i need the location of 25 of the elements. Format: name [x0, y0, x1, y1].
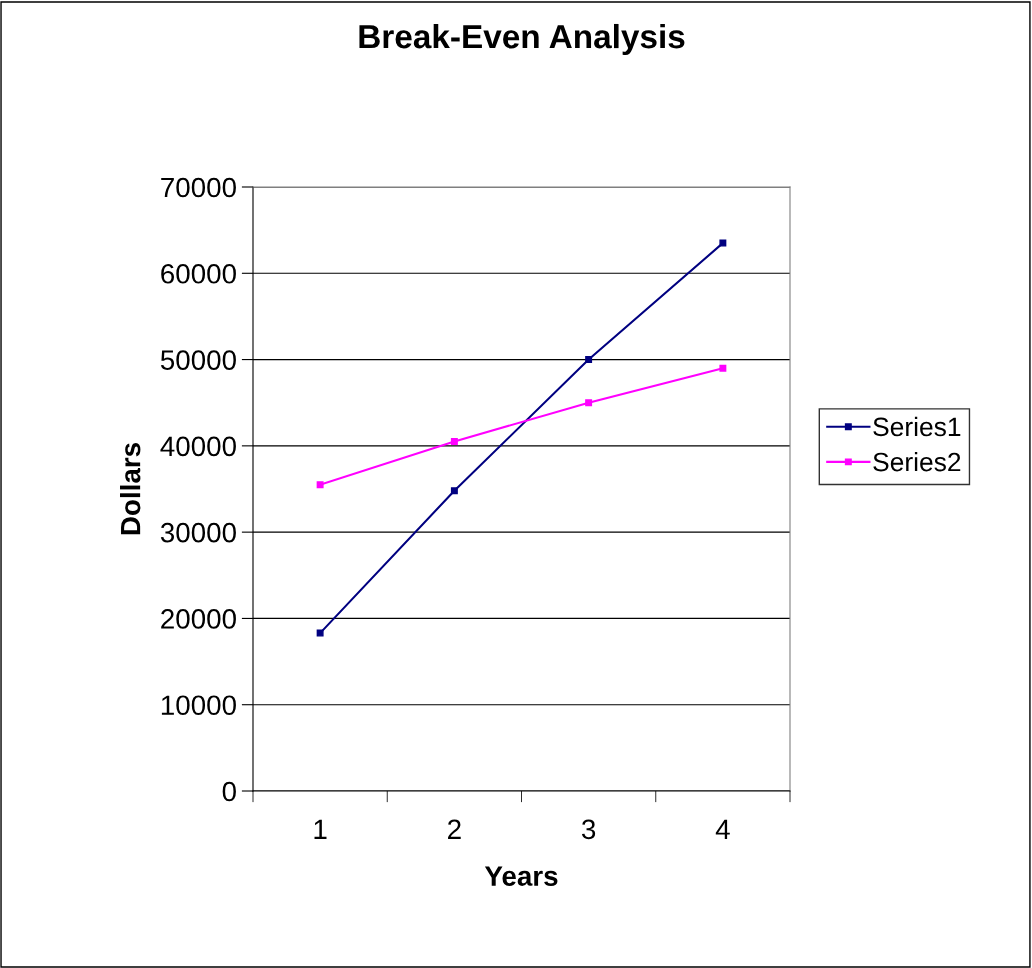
y-tick-label: 70000 [161, 177, 236, 198]
y-tick-label: 0 [222, 781, 236, 802]
y-axis-title: Dollars [120, 443, 141, 535]
x-tick-label: 3 [581, 819, 596, 840]
point [585, 356, 593, 364]
chart-title: Break-Even Analysis [359, 23, 685, 56]
y-tick-label: 50000 [160, 350, 236, 370]
x-tick-label: 4 [715, 819, 730, 839]
x-tick-label: 2 [448, 819, 461, 839]
point [585, 399, 593, 407]
y-tick-label: 10000 [161, 695, 236, 716]
legend-label: Series2 [873, 452, 961, 472]
y-tick-label: 40000 [160, 436, 236, 457]
y-tick-label: 30000 [160, 522, 236, 543]
y-tick-label: 20000 [161, 609, 236, 629]
point [719, 239, 727, 247]
point [450, 487, 458, 495]
x-tick-label: 1 [314, 819, 327, 839]
point [450, 438, 458, 446]
point [719, 364, 727, 372]
point [316, 481, 324, 489]
legend-label: Series1 [873, 416, 961, 437]
point [316, 629, 324, 637]
y-tick-label: 60000 [161, 263, 236, 284]
x-axis-title: Years [484, 866, 558, 886]
